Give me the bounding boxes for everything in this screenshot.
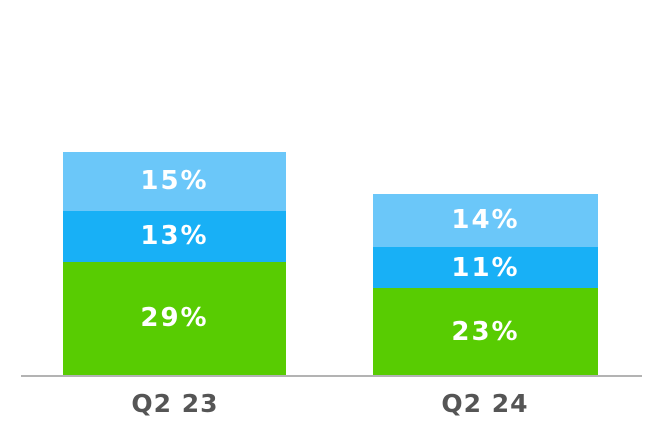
bar-segment-blue-middle-segment: 13% bbox=[63, 210, 286, 262]
bar-q2-23: 15% 13% 29% bbox=[63, 152, 286, 375]
x-axis-line bbox=[21, 375, 642, 377]
bar-segment-light-blue-top-segment: 15% bbox=[63, 152, 286, 211]
data-label: 11% bbox=[451, 252, 520, 283]
data-label: 15% bbox=[140, 166, 209, 197]
bar-segment-green-bottom-segment: 29% bbox=[63, 261, 286, 375]
data-label: 23% bbox=[451, 316, 520, 347]
data-label: 14% bbox=[451, 205, 520, 236]
x-axis-label-q2-24: Q2 24 bbox=[441, 389, 529, 418]
bar-q2-24: 14% 11% 23% bbox=[373, 194, 598, 375]
bar-segment-light-blue-top-segment: 14% bbox=[373, 194, 598, 247]
x-axis-label-q2-23: Q2 23 bbox=[131, 389, 219, 418]
bar-segment-green-bottom-segment: 23% bbox=[373, 288, 598, 375]
bar-segment-blue-middle-segment: 11% bbox=[373, 246, 598, 289]
data-label: 29% bbox=[140, 303, 209, 334]
data-label: 13% bbox=[140, 221, 209, 252]
